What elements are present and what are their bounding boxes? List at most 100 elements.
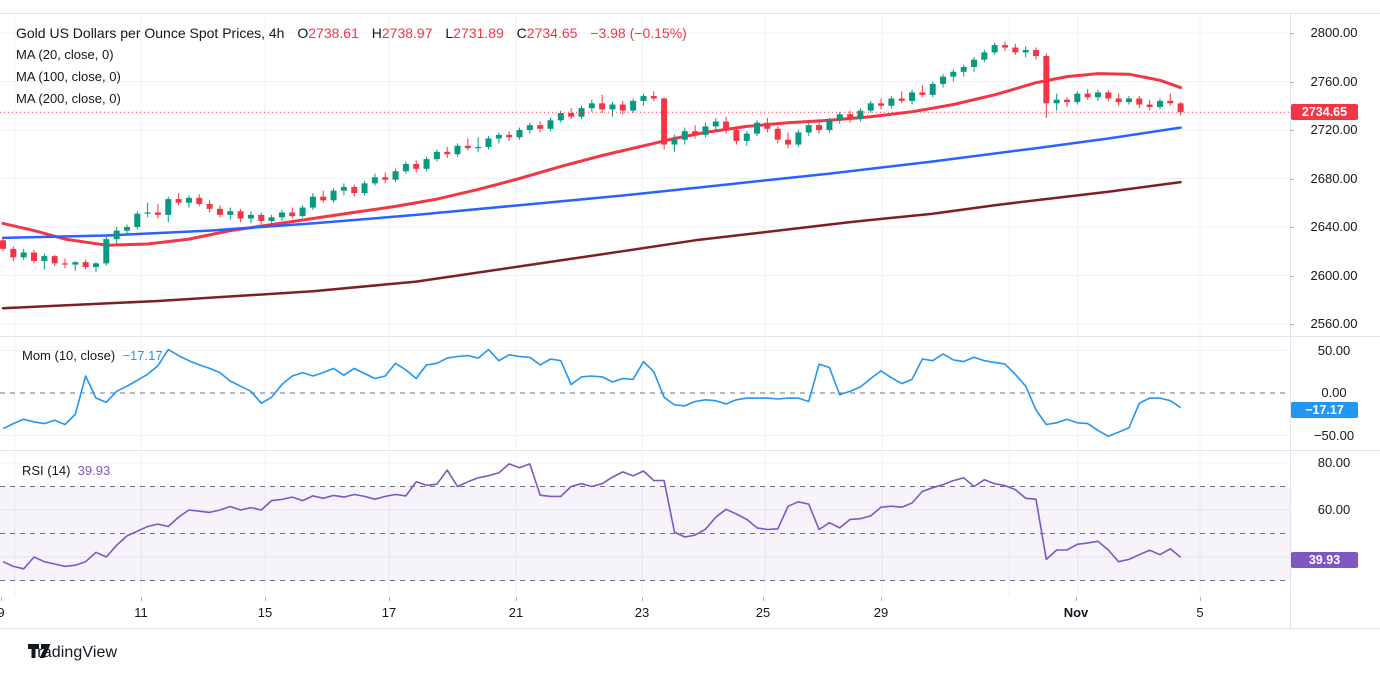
ma100-line[interactable] <box>1 126 1182 240</box>
candle[interactable] <box>640 96 647 101</box>
candle[interactable] <box>103 239 110 264</box>
ma20-line[interactable] <box>1 72 1183 247</box>
candle[interactable] <box>1012 47 1019 53</box>
candle[interactable] <box>557 113 564 121</box>
candle[interactable] <box>1167 100 1174 104</box>
brand-footer[interactable]: TradingView <box>28 644 117 662</box>
candle[interactable] <box>144 212 151 214</box>
candle[interactable] <box>723 121 730 130</box>
candle[interactable] <box>72 262 79 265</box>
candle[interactable] <box>785 139 792 145</box>
candle[interactable] <box>1156 100 1163 107</box>
candle[interactable] <box>1136 98 1143 105</box>
candle[interactable] <box>423 159 430 169</box>
candle[interactable] <box>929 83 936 95</box>
candle[interactable] <box>650 96 657 99</box>
symbol-title[interactable]: Gold US Dollars per Ounce Spot Prices, 4… <box>16 25 285 41</box>
candle[interactable] <box>764 122 771 129</box>
candle[interactable] <box>991 45 998 53</box>
candle[interactable] <box>547 120 554 129</box>
candle[interactable] <box>175 199 182 203</box>
candle[interactable] <box>857 110 864 120</box>
candle[interactable] <box>413 163 420 169</box>
candle[interactable] <box>878 103 885 106</box>
candle[interactable] <box>805 125 812 133</box>
ma100-legend[interactable]: MA (100, close, 0) <box>16 69 121 84</box>
candle[interactable] <box>340 186 347 191</box>
candle[interactable] <box>433 151 440 160</box>
candle[interactable] <box>619 104 626 111</box>
candle[interactable] <box>299 207 306 217</box>
candle[interactable] <box>681 131 688 140</box>
main-price-pane[interactable] <box>0 13 1290 336</box>
candle[interactable] <box>196 197 203 204</box>
candle[interactable] <box>495 134 502 139</box>
candle[interactable] <box>919 92 926 95</box>
candle[interactable] <box>692 131 699 135</box>
candle[interactable] <box>258 214 265 221</box>
candle[interactable] <box>361 183 368 194</box>
candle[interactable] <box>733 130 740 141</box>
candle[interactable] <box>237 211 244 219</box>
momentum-legend-row[interactable]: Mom (10, close) −17.17 <box>22 347 163 365</box>
candle[interactable] <box>898 98 905 101</box>
candle[interactable] <box>1002 45 1009 48</box>
candle[interactable] <box>206 203 213 209</box>
candle[interactable] <box>743 133 750 141</box>
candle[interactable] <box>836 114 843 121</box>
panel-divider-rsi[interactable] <box>0 450 1380 451</box>
candle[interactable] <box>485 138 492 147</box>
ma200-line[interactable] <box>1 180 1182 310</box>
candle[interactable] <box>1125 98 1132 103</box>
candle[interactable] <box>1115 98 1122 103</box>
candle[interactable] <box>268 217 275 221</box>
candle[interactable] <box>1033 49 1039 57</box>
candle[interactable] <box>888 98 895 106</box>
candle[interactable] <box>444 151 451 155</box>
candle[interactable] <box>950 71 957 77</box>
candle[interactable] <box>588 103 595 109</box>
candle[interactable] <box>537 125 544 129</box>
candle[interactable] <box>51 256 58 264</box>
ma200-legend[interactable]: MA (200, close, 0) <box>16 91 121 106</box>
candle[interactable] <box>1063 99 1070 103</box>
candle[interactable] <box>671 139 678 145</box>
candle[interactable] <box>41 256 48 261</box>
candle[interactable] <box>981 52 988 60</box>
candle[interactable] <box>847 114 854 120</box>
candle[interactable] <box>278 212 285 218</box>
candle[interactable] <box>402 163 409 172</box>
candle[interactable] <box>516 130 523 138</box>
candle[interactable] <box>1177 103 1184 113</box>
candle[interactable] <box>568 113 575 117</box>
candle[interactable] <box>702 126 709 135</box>
candle[interactable] <box>971 59 978 67</box>
candle[interactable] <box>10 248 17 258</box>
candle[interactable] <box>754 122 761 134</box>
candle[interactable] <box>247 214 254 219</box>
candle[interactable] <box>464 145 471 149</box>
candle[interactable] <box>661 98 668 145</box>
candle[interactable] <box>154 212 161 215</box>
candle[interactable] <box>578 108 585 117</box>
candle[interactable] <box>826 120 833 130</box>
rsi-legend-row[interactable]: RSI (14) 39.93 <box>22 462 110 480</box>
candle[interactable] <box>227 211 234 215</box>
candle[interactable] <box>774 128 781 140</box>
candle[interactable] <box>20 252 27 258</box>
candle[interactable] <box>1146 104 1153 107</box>
ma20-legend[interactable]: MA (20, close, 0) <box>16 47 114 62</box>
candle[interactable] <box>526 125 533 130</box>
candle[interactable] <box>92 263 99 268</box>
candle[interactable] <box>795 132 802 145</box>
momentum-pane[interactable] <box>0 336 1290 450</box>
candle[interactable] <box>309 196 316 208</box>
candle[interactable] <box>392 171 399 180</box>
candle[interactable] <box>30 252 37 261</box>
candle[interactable] <box>0 240 6 249</box>
candle[interactable] <box>216 208 223 215</box>
candle[interactable] <box>185 197 192 203</box>
candle[interactable] <box>123 227 130 231</box>
candle[interactable] <box>712 121 719 127</box>
candle[interactable] <box>609 104 616 110</box>
